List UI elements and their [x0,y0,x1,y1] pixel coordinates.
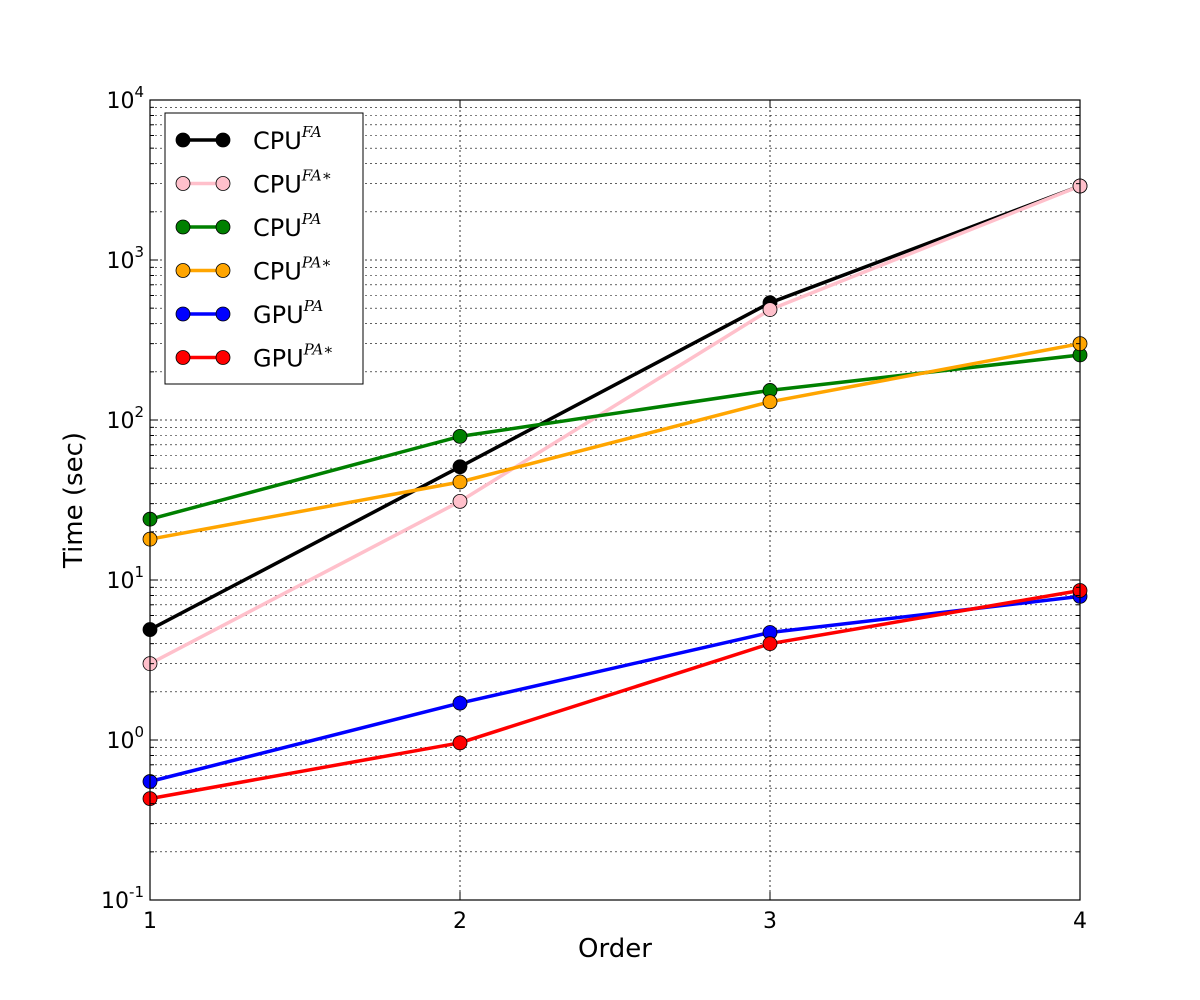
legend-entry: CPUFA∗ [175,167,332,199]
ticks [149,99,1081,901]
legend-marker [215,263,231,278]
series-gpu-pa [142,588,1088,789]
legend-marker [175,176,191,191]
series-cpu-fa [142,178,1088,672]
x-tick-label: 1 [143,909,157,934]
plot-frame [149,99,1081,901]
y-tick-label: 10-1 [101,883,144,914]
data-point [762,302,778,317]
x-tick-label: 2 [453,909,467,934]
legend-label: GPUPA [253,297,323,329]
legend-entry: GPUPA∗ [175,341,333,373]
y-tick-label: 103 [106,243,144,274]
legend-label: GPUPA∗ [253,341,333,373]
legend-entry: CPUFA [175,123,322,155]
legend-label: CPUPA∗ [253,254,332,286]
legend-marker [175,132,191,148]
series-line [149,588,1081,801]
data-point [452,735,468,751]
data-point [452,474,468,490]
legend-marker [215,176,231,191]
legend-marker [175,350,191,365]
data-point [762,394,778,410]
data-point [452,428,468,444]
x-tick-label: 3 [763,909,777,934]
legend-marker [215,306,231,322]
legend-label: CPUFA [253,123,322,155]
legend-marker [175,263,191,278]
legend-marker [215,219,231,235]
series-layer [142,178,1088,807]
y-tick-label: 102 [106,403,144,434]
series-line [149,341,1081,541]
x-tick-label: 4 [1073,909,1087,934]
data-point [452,459,468,475]
y-tick-label: 101 [106,563,144,594]
legend-entry: CPUPA [175,210,322,242]
legend-marker [215,132,231,148]
legend-entry: CPUPA∗ [175,254,332,286]
series-cpu-pa [142,336,1088,547]
legend-entry: GPUPA [175,297,323,329]
y-axis-title: Time (sec) [59,432,89,569]
series-line [149,594,1081,784]
x-axis-title: Order [578,934,652,964]
legend: CPUFA CPUFA∗ CPUPA CPUPA∗ GPUPA GPUPA∗ [164,112,364,385]
legend-box [164,112,364,385]
y-tick-label: 100 [106,723,144,754]
data-point [762,636,778,652]
legend-label: CPUFA∗ [253,167,332,199]
series-line [149,184,1081,632]
data-point [452,695,468,711]
data-point [452,493,468,509]
legend-marker [175,306,191,322]
tick-labels: 1 2 3 4 10-1 100 101 102 103 104 [101,83,1087,934]
y-tick-label: 104 [106,83,144,114]
legend-marker [175,219,191,235]
legend-marker [215,350,231,365]
legend-label: CPUPA [253,210,322,242]
series-line [149,184,1081,666]
